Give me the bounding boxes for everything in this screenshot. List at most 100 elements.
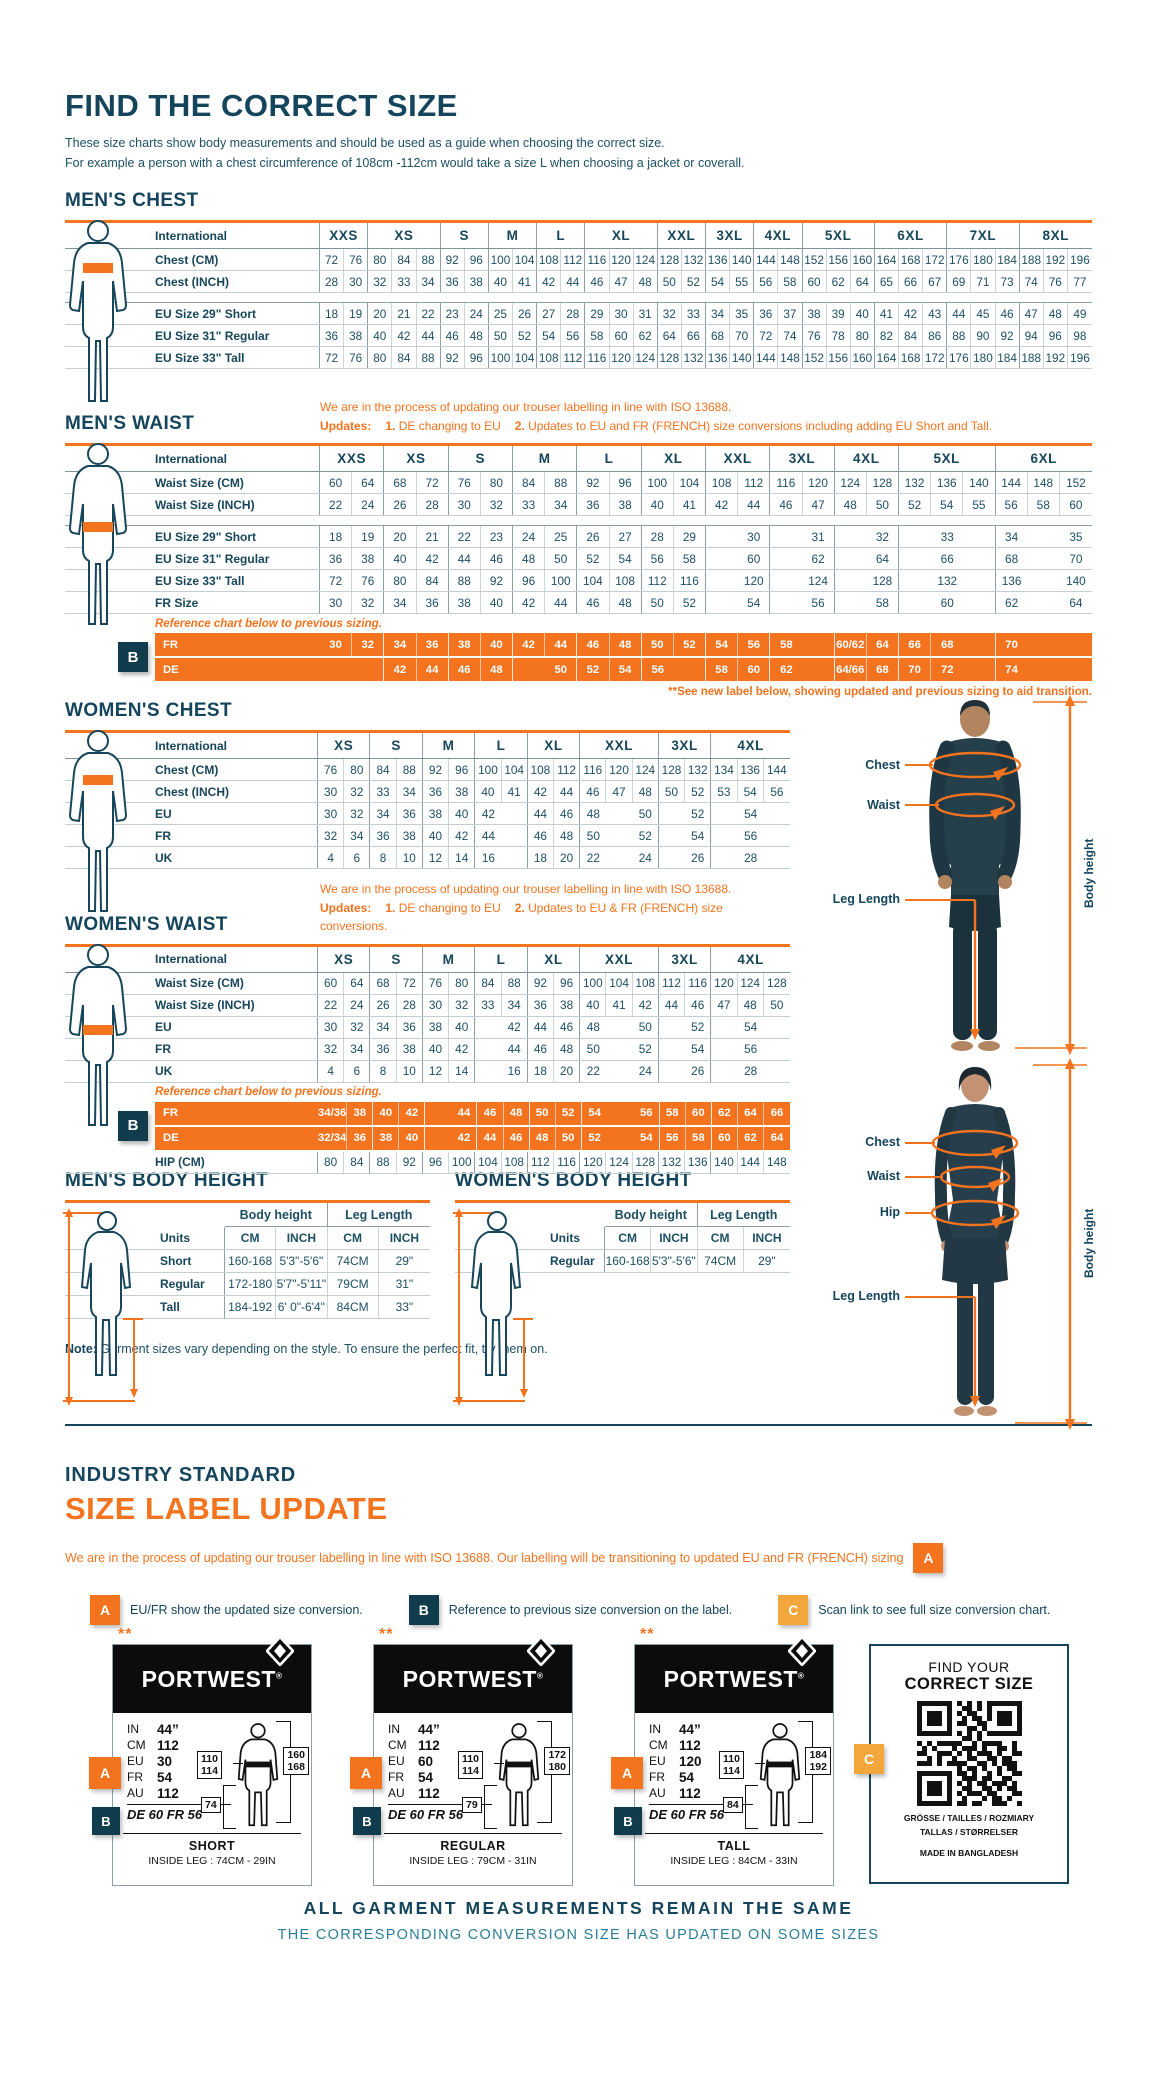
- size-cell: 20: [384, 526, 417, 548]
- size-cell: [606, 825, 632, 846]
- body-height-cell: 160-168: [225, 1250, 277, 1272]
- fit-name: REGULAR: [440, 1839, 506, 1853]
- size-cell: 124: [606, 1151, 633, 1173]
- portwest-diamond-icon: [526, 1635, 555, 1666]
- size-cell: 70: [730, 325, 755, 346]
- international-header: International: [65, 223, 320, 248]
- transition-footnote: **See new label below, showing updated a…: [668, 686, 1092, 699]
- size-cell: 42: [528, 781, 554, 802]
- size-cell: 64: [658, 325, 682, 346]
- table-row: EU Size 33" Tall 72 76 80 84 88 92 96 100 104 108 1…: [65, 570, 1092, 593]
- size-cell: 42: [513, 592, 546, 614]
- size-cell: 40: [475, 781, 502, 802]
- table-row: Chest (INCH) 30 32 33 34 36 38 40 41 42 44 46 47 48 50…: [65, 781, 790, 803]
- size-column-header: L: [537, 223, 586, 248]
- size-cell: 55: [963, 494, 996, 516]
- body-height-row: Regular 160-168 5'3"-5'6" 74CM 29": [455, 1250, 790, 1273]
- size-cell: 74: [1020, 271, 1044, 292]
- size-cell: 56: [561, 325, 586, 346]
- size-cell: 72: [320, 570, 353, 592]
- leg-bracket: [484, 1785, 497, 1829]
- size-column-header: XS: [318, 946, 371, 972]
- size-translations: GRÖSSE / TAILLES / ROZMIARY TALLAS / STØR…: [871, 1812, 1067, 1839]
- size-cell: 21: [392, 303, 417, 324]
- size-cell: 26: [513, 303, 538, 324]
- size-column-header: 3XL: [659, 733, 712, 758]
- size-cell: 32: [318, 1038, 345, 1060]
- size-cell: [659, 1061, 685, 1082]
- size-cell: 22: [586, 850, 600, 865]
- size-cell: 10: [397, 1060, 423, 1082]
- size-cell: 25: [489, 303, 513, 324]
- measurement-row: CM 112: [649, 1737, 753, 1753]
- group-header-spacer: [65, 1203, 225, 1227]
- size-cell: 42: [899, 303, 924, 324]
- size-cell: 74: [778, 325, 803, 346]
- size-cell: [606, 1017, 632, 1038]
- size-cell: 39: [827, 303, 851, 324]
- size-cell: [1028, 658, 1060, 681]
- size-cell: 120: [803, 472, 835, 494]
- row-label: FR: [65, 825, 318, 846]
- section-label-update: INDUSTRY STANDARD SIZE LABEL UPDATE We a…: [65, 1464, 1092, 1625]
- legend-item-a: A EU/FR show the updated size conversion…: [90, 1595, 363, 1625]
- size-cell: 14: [449, 1060, 476, 1082]
- portwest-diamond-icon: [787, 1635, 816, 1666]
- badge-c: C: [778, 1595, 809, 1625]
- size-cell: 38: [347, 1101, 374, 1125]
- qr-code: [916, 1701, 1022, 1806]
- female-leg-length-label: Leg Length: [832, 1289, 900, 1303]
- size-cell: 152: [803, 249, 827, 270]
- table-row: EU 30 32 34 36 38 40 42 44 46 48 50 52 54: [65, 803, 790, 825]
- table-row: Chest (CM) 72 76 80 84 88 92 96 100 104 108 112 116 1…: [65, 249, 1092, 271]
- size-cell: [659, 825, 685, 846]
- size-cell: 26: [384, 494, 417, 516]
- body-height-table: Body height Leg Length Units CM INCH CM INCH Sh…: [63, 1200, 430, 1406]
- size-cell: 164: [875, 249, 899, 270]
- body-height-cell: INCH: [651, 1227, 698, 1249]
- body-height-cell: 31": [395, 1277, 414, 1291]
- size-column-header: S: [449, 446, 513, 472]
- size-cell: 46: [477, 1101, 504, 1125]
- size-cell: 44: [417, 325, 441, 346]
- size-cell: 34: [417, 271, 441, 292]
- size-column-header: XL: [528, 946, 581, 972]
- size-column-header: L: [475, 946, 528, 972]
- size-cell: 64: [344, 972, 371, 994]
- size-cell: 29: [585, 303, 610, 324]
- size-cell: 172: [923, 249, 948, 270]
- iso-note-line: We are in the process of updating our tr…: [320, 400, 732, 414]
- row-label: EU Size 33" Tall: [65, 570, 320, 592]
- male-model-illustration: [905, 695, 1087, 1055]
- body-height-row: Units CM INCH CM INCH: [455, 1227, 790, 1250]
- body-height-group-header: Body height: [225, 1203, 328, 1227]
- updates-label: Updates:: [320, 418, 372, 433]
- size-cell: 46: [504, 1126, 530, 1150]
- body-height-cell: 5'7"-5'11": [276, 1273, 328, 1295]
- size-cell: 73: [996, 271, 1020, 292]
- size-column-header: XS: [318, 733, 371, 758]
- size-cell: [475, 1061, 501, 1082]
- size-cell: 148: [767, 1155, 787, 1170]
- size-cell: 132: [899, 472, 932, 494]
- body-height-cell: INCH: [752, 1231, 782, 1245]
- update-stars: **: [379, 1626, 394, 1643]
- size-cell: 82: [875, 325, 899, 346]
- size-cell: 46: [449, 658, 481, 682]
- height-measurement-box: 160 168: [283, 1747, 309, 1776]
- size-cell: 72: [397, 972, 423, 994]
- update-stars: **: [640, 1626, 655, 1643]
- table-row: Waist Size (CM) 60 64 68 72 76 80 84 88 92 96 100 10…: [65, 972, 790, 995]
- size-cell: 196: [1070, 252, 1090, 267]
- intro-text: These size charts show body measurements…: [65, 133, 1092, 173]
- size-cell: 84: [513, 472, 546, 494]
- size-cell: 188: [1020, 347, 1044, 368]
- size-cell: [1028, 570, 1060, 591]
- size-cell: 8: [370, 847, 397, 868]
- size-cell: 48: [633, 781, 659, 802]
- size-cell: 23: [481, 526, 513, 548]
- size-column-header: S: [441, 223, 489, 248]
- male-model-figure: [905, 692, 1115, 1067]
- size-cell: [764, 803, 790, 824]
- size-cell: 184: [996, 249, 1020, 270]
